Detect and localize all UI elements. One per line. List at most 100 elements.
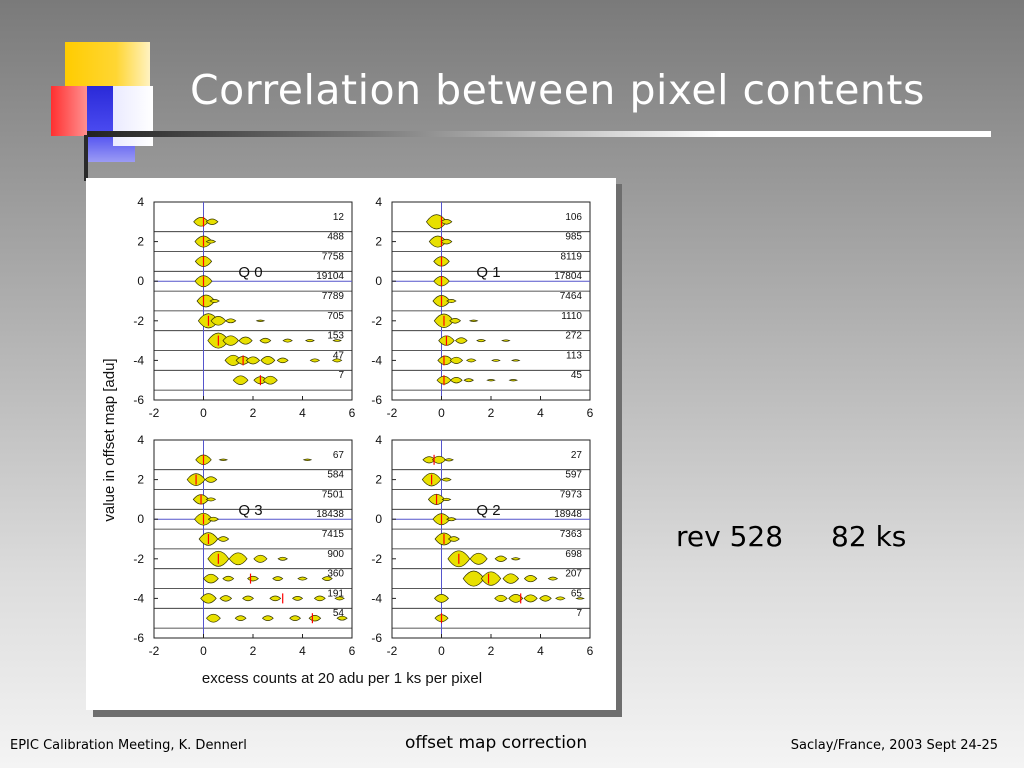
row-count-label: 584 (327, 470, 344, 481)
violin-blob (205, 218, 219, 225)
violin-blob (321, 576, 333, 581)
violin-blob (262, 375, 278, 385)
violin-blob (469, 552, 488, 565)
violin-blob (450, 377, 463, 384)
violin-blob (218, 458, 228, 461)
x-tick-label: -2 (387, 644, 398, 658)
y-tick-label: 0 (137, 274, 144, 288)
x-tick-label: -2 (387, 406, 398, 420)
row-count-label: 106 (565, 212, 582, 223)
x-tick-label: 2 (250, 406, 257, 420)
row-count-label: 191 (327, 588, 344, 599)
row-count-label: 17804 (554, 271, 582, 282)
violin-blob (511, 359, 521, 362)
y-tick-label: 2 (137, 473, 144, 487)
violin-blob (575, 597, 585, 600)
violin-blob (463, 378, 474, 383)
row-count-label: 7501 (322, 489, 345, 500)
y-tick-label: 0 (137, 512, 144, 526)
violin-blob (501, 339, 511, 342)
panel-q2: 27 597 7973 18948 7363 698 207 65 7 Q 2 -2 0 2 4 6 4 2 0 -… (371, 433, 593, 658)
x-tick-label: 2 (488, 406, 495, 420)
violin-blob (305, 339, 315, 343)
violin-blob (440, 219, 453, 225)
violin-blob (547, 576, 559, 581)
violin-blob (494, 594, 508, 602)
row-count-label: 705 (327, 311, 344, 322)
violin-blob (253, 554, 268, 563)
exposure-label: 82 ks (831, 520, 907, 553)
x-tick-label: -2 (149, 644, 160, 658)
row-count-label: 8119 (560, 251, 582, 262)
y-tick-label: -4 (371, 591, 382, 605)
violin-blob (332, 339, 342, 342)
row-count-label: 65 (571, 588, 583, 599)
row-count-label: 27 (571, 450, 583, 461)
violin-blob (434, 594, 449, 603)
x-tick-label: 0 (200, 644, 207, 658)
y-tick-label: -6 (133, 631, 144, 645)
y-axis-label: value in offset map [adu] (101, 358, 118, 521)
row-count-label: 207 (565, 569, 582, 580)
y-tick-label: 4 (137, 433, 144, 447)
violin-blob (242, 595, 254, 602)
violin-blob (466, 358, 477, 363)
violin-blob (222, 335, 239, 346)
row-count-label: 153 (327, 331, 344, 342)
title-underline (87, 131, 991, 137)
row-count-label: 597 (565, 470, 582, 481)
violin-blob (255, 319, 266, 322)
y-tick-label: 4 (375, 433, 382, 447)
y-tick-label: 0 (375, 512, 382, 526)
x-tick-label: 6 (587, 644, 594, 658)
x-tick-label: 2 (250, 644, 257, 658)
violin-blob (446, 299, 457, 303)
violin-blob (203, 573, 219, 584)
y-tick-label: 2 (375, 473, 382, 487)
violin-blob (449, 318, 462, 324)
violin-blob (331, 358, 343, 363)
violin-blob (468, 319, 479, 322)
violin-blob (302, 458, 313, 461)
title-vertical-rule (84, 135, 88, 181)
y-tick-label: -6 (371, 631, 382, 645)
quadrant-label: Q 0 (238, 264, 262, 281)
y-tick-label: -6 (133, 393, 144, 407)
row-count-label: 272 (565, 331, 582, 342)
violin-blob (238, 336, 253, 345)
violin-blob (222, 575, 235, 582)
violin-blob (508, 594, 524, 603)
row-count-label: 67 (333, 450, 345, 461)
violin-blob (523, 575, 538, 583)
violin-blob (282, 338, 293, 343)
slide-title: Correlation between pixel contents (190, 66, 925, 114)
violin-blob (446, 517, 457, 522)
y-tick-label: -2 (133, 314, 144, 328)
x-tick-label: 6 (349, 406, 356, 420)
x-axis-label: excess counts at 20 adu per 1 ks per pix… (202, 670, 482, 687)
violin-blob (205, 239, 217, 244)
violin-blob (447, 536, 460, 542)
violin-blob (486, 379, 496, 382)
violin-blob (494, 555, 508, 562)
row-count-label: 18948 (554, 509, 582, 520)
violin-blob (228, 552, 248, 566)
violin-blob (232, 375, 249, 385)
violin-blob (207, 516, 219, 522)
row-count-label: 7758 (322, 251, 345, 262)
y-tick-label: 4 (137, 195, 144, 209)
violin-blob (225, 318, 237, 324)
row-count-label: 54 (333, 608, 345, 619)
y-tick-label: -4 (371, 353, 382, 367)
violin-blob (204, 476, 218, 483)
violin-blob (336, 615, 348, 621)
violin-blob (313, 595, 326, 602)
row-count-label: 7 (576, 608, 582, 619)
y-tick-label: 0 (375, 274, 382, 288)
violin-blob (441, 477, 452, 482)
y-tick-label: -4 (133, 353, 144, 367)
x-tick-label: 6 (349, 644, 356, 658)
violin-blob (308, 615, 322, 622)
x-tick-label: 6 (587, 406, 594, 420)
violin-blob (272, 576, 284, 581)
